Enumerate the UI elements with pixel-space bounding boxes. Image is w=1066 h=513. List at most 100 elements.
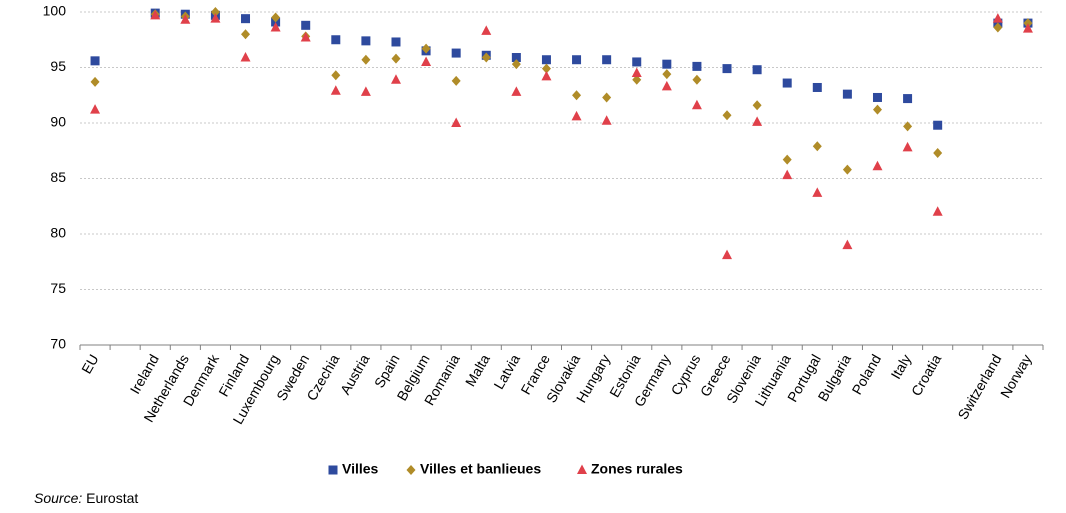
point-villes-et-banlieues-france [541,63,551,74]
point-zones-rurales-poland [872,160,883,171]
point-zones-rurales-malta [481,25,492,35]
point-zones-rurales-netherlands [180,14,191,24]
point-villes-et-banlieues-latvia [511,59,521,70]
point-villes-et-banlieues-hungary [602,92,612,103]
legend-marker-zones-rurales [577,464,587,474]
legend-marker-villes-et-banlieues [406,465,416,475]
point-villes-lithuania [782,78,792,88]
point-zones-rurales-italy [902,141,913,152]
source-label: Source: [34,490,82,506]
y-tick-label-70: 70 [50,336,66,352]
point-zones-rurales-france [541,70,552,81]
point-villes-et-banlieues-czechia [331,70,341,81]
point-villes-spain [391,37,401,47]
point-villes-et-banlieues-malta [481,52,491,63]
point-zones-rurales-bulgaria [842,239,853,250]
legend-label-zones-rurales: Zones rurales [591,461,683,477]
point-villes-poland [872,92,882,102]
source-text: Eurostat [82,490,138,506]
point-villes-et-banlieues-slovakia [572,90,582,101]
gridlines [80,11,1043,290]
x-tick-label-croatia: Croatia [908,351,945,398]
x-tick-label-austria: Austria [337,351,373,397]
point-zones-rurales-germany [661,80,672,91]
point-zones-rurales-cyprus [691,99,702,110]
point-villes-et-banlieues-croatia [933,147,943,158]
point-villes-estonia [632,57,642,67]
point-zones-rurales-czechia [330,85,341,95]
x-tick-label-poland: Poland [848,352,884,398]
y-tick-label-90: 90 [50,114,66,130]
point-villes-hungary [602,55,612,65]
x-tick-label-malta: Malta [462,351,493,389]
point-villes-greece [722,64,732,74]
point-villes-croatia [933,120,943,130]
point-villes-et-banlieues-switzerland [993,22,1003,33]
legend-label-villes-et-banlieues: Villes et banlieues [420,461,541,477]
point-villes-et-banlieues-finland [241,29,251,40]
point-villes-et-banlieues-bulgaria [842,164,852,175]
point-zones-rurales-switzerland [992,13,1003,23]
point-zones-rurales-belgium [421,56,432,66]
point-zones-rurales-latvia [511,86,522,96]
legend: Villes Villes et banlieues Zones rurales [328,461,683,477]
point-villes-czechia [331,35,341,45]
point-villes-et-banlieues-italy [903,121,913,132]
point-villes-et-banlieues-spain [391,53,401,64]
point-villes-slovenia [752,65,762,75]
point-zones-rurales-norway [1022,23,1033,33]
point-villes-italy [903,94,913,104]
point-zones-rurales-austria [360,86,371,96]
point-zones-rurales-hungary [601,115,612,125]
x-tick-label-switzerland: Switzerland [954,352,1004,423]
point-villes-et-banlieues-estonia [632,74,642,85]
x-tick-label-latvia: Latvia [490,351,523,392]
point-villes-slovakia [572,55,582,65]
point-villes-et-banlieues-norway [1023,18,1033,29]
point-zones-rurales-croatia [932,206,943,216]
point-villes-et-banlieues-greece [722,110,732,121]
point-villes-et-banlieues-poland [872,104,882,115]
point-zones-rurales-spain [390,74,401,84]
point-zones-rurales-eu [90,104,101,114]
point-zones-rurales-ireland [150,9,161,20]
x-tick-label-italy: Italy [887,352,914,382]
point-villes-et-banlieues-romania [451,75,461,86]
y-tick-label-100: 100 [43,3,67,19]
point-zones-rurales-slovenia [752,116,763,126]
point-villes-cyprus [692,61,702,71]
point-villes-bulgaria [842,89,852,99]
x-tick-labels: EU IrelandNetherlandsDenmarkFinlandLuxemb… [78,351,1034,427]
point-zones-rurales-sweden [300,32,311,42]
point-villes-romania [451,48,461,58]
point-villes-et-banlieues-luxembourg [271,12,281,23]
point-villes-et-banlieues-austria [361,54,371,65]
point-villes-et-banlieues-eu [90,76,100,87]
point-zones-rurales-slovakia [571,110,582,121]
point-villes-et-banlieues-slovenia [752,100,762,111]
legend-marker-villes [328,465,338,475]
point-villes-et-banlieues-lithuania [782,154,792,165]
x-tick-label-eu: EU [78,352,102,377]
point-villes-finland [241,14,251,24]
source-note: Source: Eurostat [34,490,138,506]
point-villes-portugal [812,82,822,92]
point-villes-et-banlieues-denmark [210,7,220,17]
point-villes-sweden [301,20,311,30]
data-markers [90,7,1033,260]
point-zones-rurales-finland [240,52,251,62]
point-zones-rurales-greece [722,249,733,260]
point-villes-eu [90,56,100,66]
point-villes-france [541,55,551,65]
legend-label-villes: Villes [342,461,379,477]
point-villes-et-banlieues-cyprus [692,74,702,85]
point-villes-germany [662,59,672,69]
point-zones-rurales-portugal [812,187,823,197]
y-tick-labels: 70 75 80 85 90 95 100 [43,3,67,352]
x-tick-label-spain: Spain [371,352,403,391]
point-villes-austria [361,36,371,46]
axes [79,344,1044,350]
point-zones-rurales-estonia [631,67,642,78]
point-zones-rurales-lithuania [782,169,793,180]
